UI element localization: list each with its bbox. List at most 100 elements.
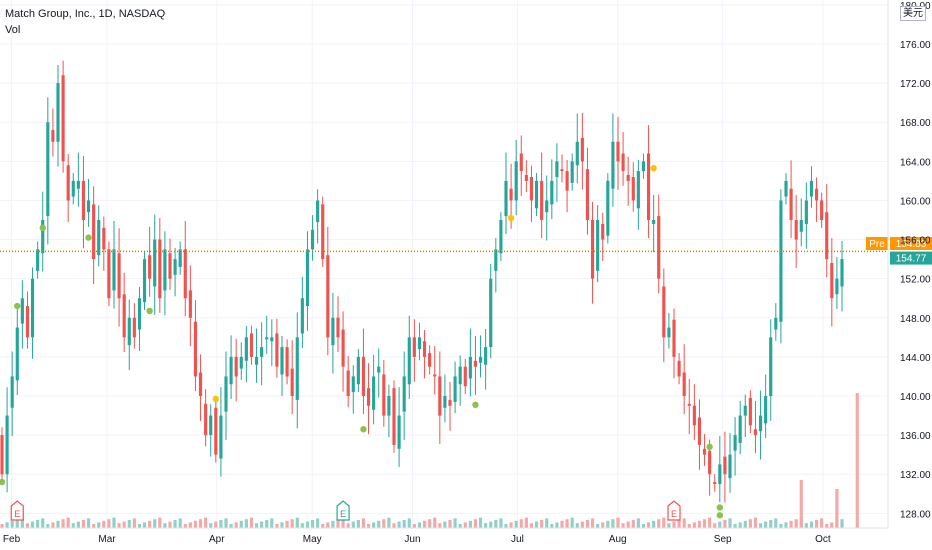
candle-body[interactable] xyxy=(76,180,80,189)
candle-body[interactable] xyxy=(616,141,620,162)
candle-body[interactable] xyxy=(417,337,422,350)
candle-body[interactable] xyxy=(646,153,651,220)
earnings-flag[interactable]: E xyxy=(10,500,24,521)
candle-body[interactable] xyxy=(738,415,742,443)
candle-body[interactable] xyxy=(66,165,70,201)
candle-body[interactable] xyxy=(280,347,284,375)
candle-body[interactable] xyxy=(448,399,452,406)
candle-body[interactable] xyxy=(249,333,254,357)
candle-body[interactable] xyxy=(697,417,702,445)
candle-body[interactable] xyxy=(397,415,401,449)
candle-body[interactable] xyxy=(478,356,483,363)
candle-body[interactable] xyxy=(774,317,778,330)
candle-body[interactable] xyxy=(509,188,513,201)
candle-body[interactable] xyxy=(702,448,707,455)
candle-body[interactable] xyxy=(285,347,289,377)
candle-body[interactable] xyxy=(708,450,712,475)
candle-body[interactable] xyxy=(188,290,192,318)
candle-body[interactable] xyxy=(779,200,783,322)
candle-body[interactable] xyxy=(611,141,615,189)
candle-body[interactable] xyxy=(224,376,228,412)
candle-body[interactable] xyxy=(310,229,315,250)
symbol-title[interactable]: Match Group, Inc., 1D, NASDAQ xyxy=(5,8,166,20)
currency-badge[interactable]: 美元 xyxy=(900,6,926,21)
candle-body[interactable] xyxy=(163,249,167,291)
candle-body[interactable] xyxy=(153,239,157,287)
candle-body[interactable] xyxy=(204,403,208,436)
candle-body[interactable] xyxy=(209,415,213,436)
candle-body[interactable] xyxy=(331,317,335,346)
candle-body[interactable] xyxy=(596,220,600,271)
candle-body[interactable] xyxy=(784,180,788,197)
candle-body[interactable] xyxy=(799,220,803,232)
candle-body[interactable] xyxy=(229,356,233,385)
candle-body[interactable] xyxy=(341,329,345,367)
candle-body[interactable] xyxy=(626,175,630,181)
candle-body[interactable] xyxy=(36,249,40,271)
candle-body[interactable] xyxy=(178,249,182,267)
candle-body[interactable] xyxy=(270,337,274,342)
candle-body[interactable] xyxy=(636,171,640,209)
candle-body[interactable] xyxy=(346,370,350,396)
candle-body[interactable] xyxy=(107,249,111,299)
candle-body[interactable] xyxy=(728,454,732,479)
candle-body[interactable] xyxy=(463,366,467,387)
candle-body[interactable] xyxy=(61,75,65,162)
candle-body[interactable] xyxy=(453,376,457,402)
candle-body[interactable] xyxy=(657,216,661,279)
earnings-flag[interactable]: E xyxy=(336,500,350,521)
candle-body[interactable] xyxy=(148,255,152,279)
candle-body[interactable] xyxy=(692,405,696,426)
candle-body[interactable] xyxy=(667,327,671,338)
candle-body[interactable] xyxy=(412,337,416,357)
candle-body[interactable] xyxy=(0,435,4,475)
candle-body[interactable] xyxy=(10,376,14,408)
candle-body[interactable] xyxy=(433,374,437,377)
candle-body[interactable] xyxy=(748,397,752,426)
candle-body[interactable] xyxy=(514,161,518,201)
candle-body[interactable] xyxy=(473,360,478,367)
candle-body[interactable] xyxy=(295,337,299,400)
candle-body[interactable] xyxy=(142,259,147,303)
candle-body[interactable] xyxy=(214,407,218,455)
candle-body[interactable] xyxy=(30,278,35,338)
candle-body[interactable] xyxy=(580,137,584,162)
candle-body[interactable] xyxy=(290,368,294,396)
candle-body[interactable] xyxy=(382,374,386,416)
candle-body[interactable] xyxy=(682,372,686,396)
candle-body[interactable] xyxy=(804,200,808,224)
candle-body[interactable] xyxy=(25,306,30,338)
candle-body[interactable] xyxy=(753,429,758,436)
candle-body[interactable] xyxy=(621,153,625,172)
candle-body[interactable] xyxy=(713,482,717,484)
candle-body[interactable] xyxy=(193,321,198,377)
candle-body[interactable] xyxy=(366,388,371,406)
candle-body[interactable] xyxy=(499,220,503,254)
candle-body[interactable] xyxy=(321,204,325,260)
candle-body[interactable] xyxy=(575,141,579,166)
candle-body[interactable] xyxy=(468,356,472,379)
candle-body[interactable] xyxy=(127,317,131,346)
candle-body[interactable] xyxy=(652,220,656,224)
candle-body[interactable] xyxy=(254,356,259,365)
candle-body[interactable] xyxy=(275,333,279,367)
candle-body[interactable] xyxy=(662,286,666,338)
candle-body[interactable] xyxy=(173,259,177,275)
candle-body[interactable] xyxy=(56,83,60,142)
candle-body[interactable] xyxy=(122,294,126,338)
candle-body[interactable] xyxy=(830,263,834,299)
candle-body[interactable] xyxy=(402,376,406,412)
candle-body[interactable] xyxy=(387,396,391,416)
candle-body[interactable] xyxy=(336,317,340,338)
candle-body[interactable] xyxy=(198,372,203,396)
candle-body[interactable] xyxy=(305,249,310,307)
earnings-flag[interactable]: E xyxy=(667,500,681,521)
candle-body[interactable] xyxy=(764,396,768,424)
candle-body[interactable] xyxy=(840,259,844,287)
candle-body[interactable] xyxy=(234,356,238,377)
candle-body[interactable] xyxy=(168,253,172,279)
candle-body[interactable] xyxy=(585,169,590,220)
candle-body[interactable] xyxy=(158,239,162,299)
candle-body[interactable] xyxy=(316,200,320,222)
